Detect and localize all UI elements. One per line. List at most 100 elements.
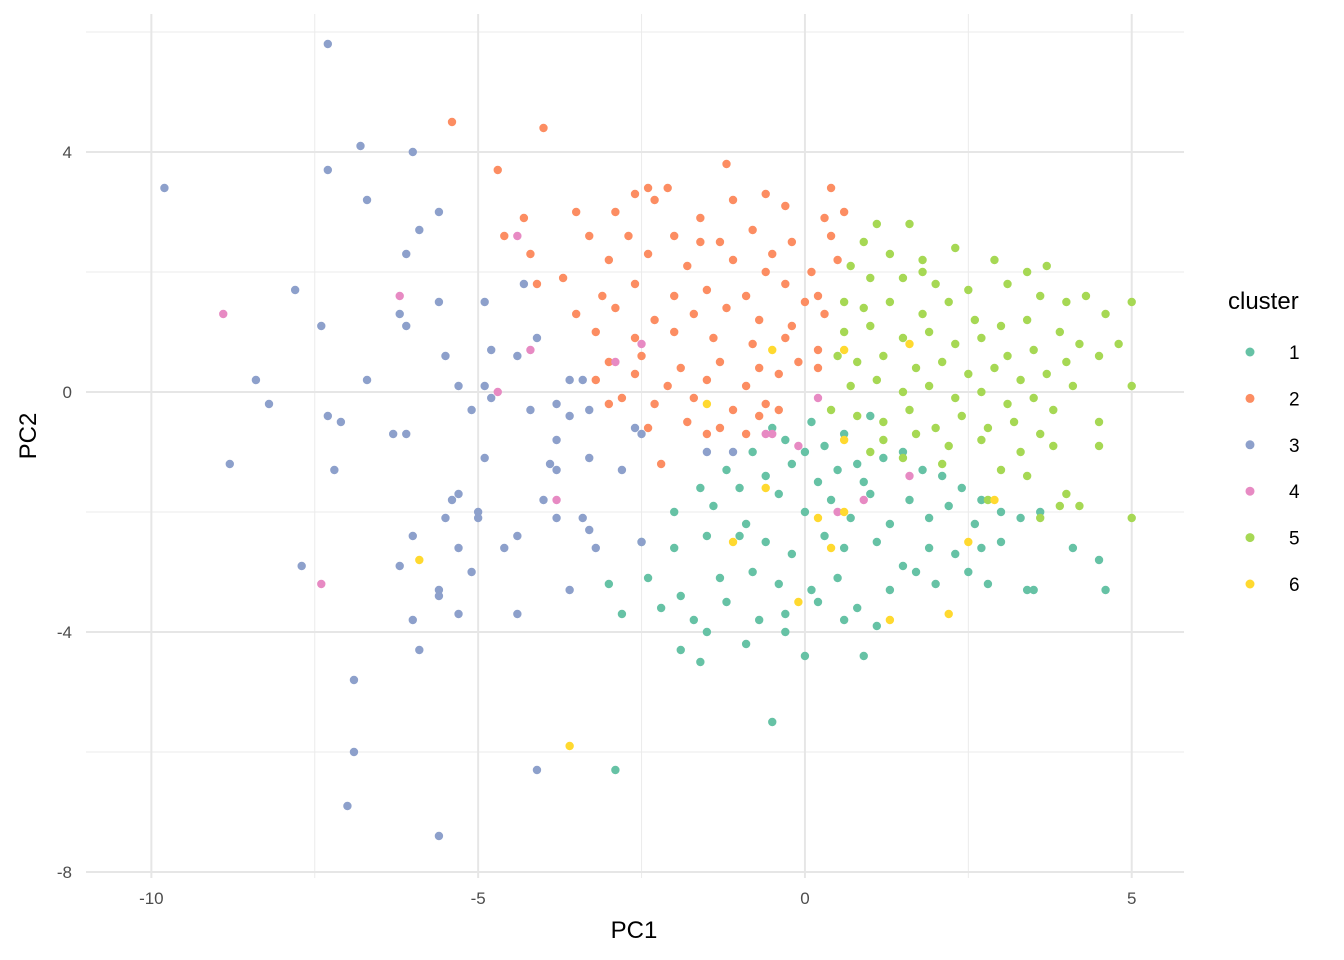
data-point-cluster-6: [702, 399, 712, 409]
data-point-cluster-1: [656, 603, 666, 613]
data-point-cluster-2: [774, 369, 783, 379]
data-point-cluster-3: [415, 645, 424, 655]
data-point-cluster-2: [774, 405, 783, 415]
data-point-cluster-4: [637, 339, 646, 349]
data-point-cluster-1: [839, 615, 849, 625]
data-point-cluster-5: [937, 459, 947, 469]
data-point-cluster-2: [604, 399, 614, 409]
data-point-cluster-5: [1016, 447, 1025, 457]
data-point-cluster-5: [937, 357, 947, 367]
data-point-cluster-2: [519, 213, 529, 223]
data-point-cluster-3: [264, 399, 274, 409]
data-point-cluster-2: [728, 255, 738, 265]
data-point-cluster-3: [395, 561, 404, 571]
data-point-cluster-2: [670, 327, 679, 337]
y-tick-label: 0: [63, 383, 72, 402]
data-point-cluster-5: [1062, 297, 1071, 307]
data-point-cluster-1: [754, 615, 764, 625]
data-point-cluster-1: [944, 501, 953, 511]
data-point-cluster-3: [591, 543, 600, 553]
data-point-cluster-5: [1003, 399, 1012, 409]
data-point-cluster-1: [820, 531, 829, 541]
data-point-cluster-1: [918, 465, 927, 475]
data-point-cluster-5: [931, 279, 940, 289]
legend-key-6: [1245, 579, 1255, 589]
data-point-cluster-2: [761, 267, 770, 277]
data-point-cluster-5: [918, 267, 927, 277]
data-point-cluster-2: [754, 411, 764, 421]
data-point-cluster-3: [362, 375, 372, 385]
data-point-cluster-3: [565, 375, 574, 385]
data-point-cluster-3: [637, 537, 646, 547]
x-tick-label: 0: [800, 889, 809, 908]
data-point-cluster-2: [447, 117, 457, 127]
data-point-cluster-2: [624, 231, 633, 241]
data-point-cluster-2: [826, 231, 836, 241]
data-point-cluster-3: [454, 489, 463, 499]
data-point-cluster-2: [748, 225, 757, 235]
data-point-cluster-5: [859, 303, 868, 313]
data-point-cluster-3: [513, 531, 522, 541]
data-point-cluster-1: [826, 495, 836, 505]
data-point-cluster-2: [722, 303, 731, 313]
data-point-cluster-2: [781, 279, 790, 289]
data-point-cluster-5: [846, 261, 855, 271]
data-point-cluster-2: [787, 321, 797, 331]
data-point-cluster-1: [1016, 513, 1025, 523]
data-point-cluster-2: [761, 189, 770, 199]
data-point-cluster-1: [983, 579, 993, 589]
data-point-cluster-4: [513, 231, 522, 241]
data-point-cluster-5: [879, 435, 888, 445]
data-point-cluster-1: [872, 621, 882, 631]
data-point-cluster-1: [761, 471, 770, 481]
data-point-cluster-1: [670, 507, 679, 517]
data-point-cluster-2: [781, 201, 790, 211]
data-point-cluster-5: [944, 441, 953, 451]
legend-key-3: [1245, 440, 1255, 450]
data-point-cluster-4: [526, 345, 535, 355]
data-point-cluster-4: [317, 579, 326, 589]
data-point-cluster-2: [630, 279, 640, 289]
data-point-cluster-3: [323, 39, 333, 49]
data-point-cluster-6: [885, 615, 895, 625]
data-point-cluster-2: [500, 231, 509, 241]
data-point-cluster-1: [1068, 543, 1078, 553]
data-point-cluster-2: [670, 291, 679, 301]
y-tick-label: -4: [57, 623, 72, 642]
data-point-cluster-4: [905, 471, 914, 481]
data-point-cluster-2: [643, 249, 653, 259]
data-point-cluster-3: [467, 567, 476, 577]
data-point-cluster-1: [670, 543, 679, 553]
data-point-cluster-1: [1036, 507, 1045, 517]
data-point-cluster-2: [715, 357, 725, 367]
data-point-cluster-6: [839, 345, 849, 355]
data-point-cluster-3: [402, 249, 411, 259]
data-point-cluster-5: [1036, 429, 1045, 439]
data-point-cluster-5: [957, 411, 966, 421]
data-point-cluster-2: [650, 399, 659, 409]
data-point-cluster-5: [846, 381, 855, 391]
data-point-cluster-1: [807, 585, 816, 595]
legend-key-2: [1245, 393, 1255, 403]
legend-key-4: [1245, 486, 1255, 496]
data-point-cluster-6: [565, 741, 574, 751]
data-point-cluster-2: [741, 291, 751, 301]
data-point-cluster-5: [1029, 345, 1038, 355]
data-point-cluster-3: [519, 279, 529, 289]
data-point-cluster-3: [434, 831, 444, 841]
data-point-cluster-1: [1094, 555, 1104, 565]
data-point-cluster-2: [591, 327, 600, 337]
data-point-cluster-3: [415, 225, 424, 235]
data-point-cluster-3: [251, 375, 261, 385]
data-point-cluster-6: [761, 483, 770, 493]
data-point-cluster-1: [937, 471, 947, 481]
data-point-cluster-1: [931, 579, 940, 589]
data-point-cluster-1: [748, 567, 757, 577]
data-point-cluster-2: [781, 333, 790, 343]
data-point-cluster-5: [996, 321, 1006, 331]
data-point-cluster-1: [807, 417, 816, 427]
data-point-cluster-2: [683, 417, 692, 427]
data-point-cluster-5: [905, 219, 914, 229]
data-point-cluster-5: [1075, 339, 1084, 349]
